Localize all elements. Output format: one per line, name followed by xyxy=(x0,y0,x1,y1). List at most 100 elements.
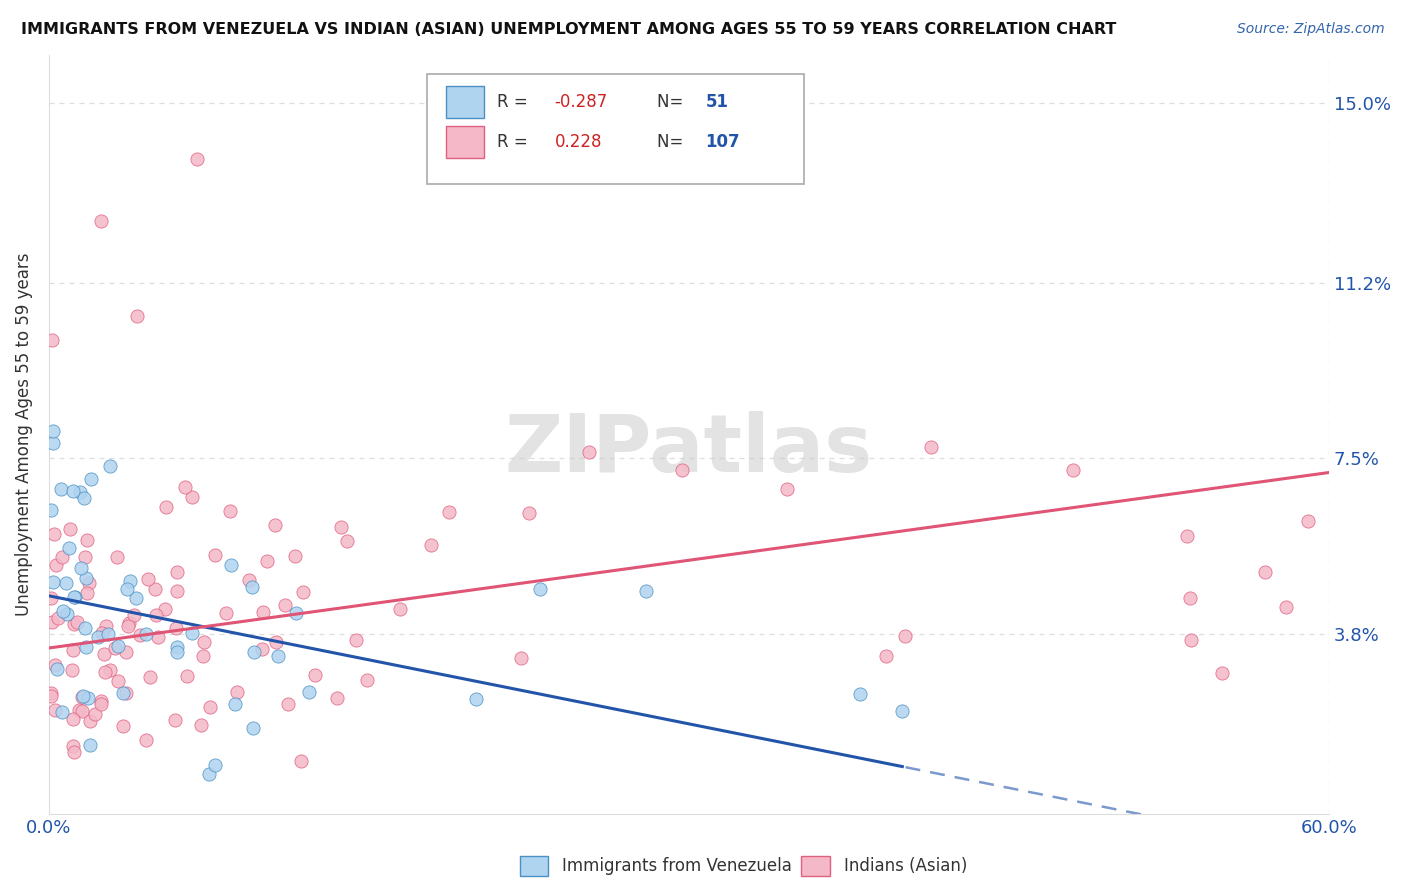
Point xyxy=(226,684,249,698)
Bar xyxy=(446,127,484,159)
Text: N=: N= xyxy=(657,134,689,152)
Point xyxy=(94,619,117,633)
Point xyxy=(63,617,86,632)
Point xyxy=(63,591,86,605)
Point xyxy=(73,622,96,636)
Point xyxy=(51,705,73,719)
Point xyxy=(198,700,221,714)
Point xyxy=(420,538,443,552)
Point xyxy=(219,504,242,518)
Point xyxy=(41,575,63,590)
Point xyxy=(252,606,274,620)
Point xyxy=(87,630,110,644)
Point xyxy=(42,527,65,541)
Point xyxy=(250,641,273,656)
Bar xyxy=(446,87,484,118)
Point xyxy=(42,435,65,450)
Point xyxy=(75,571,97,585)
Point xyxy=(45,663,67,677)
Point xyxy=(292,584,315,599)
Point xyxy=(135,627,157,641)
Point xyxy=(63,745,86,759)
Point xyxy=(122,608,145,623)
Point xyxy=(166,645,188,659)
Point xyxy=(891,704,914,718)
Text: 51: 51 xyxy=(706,93,728,112)
Point xyxy=(77,691,100,706)
Point xyxy=(273,598,295,612)
Point xyxy=(1211,665,1233,680)
Point xyxy=(671,462,693,476)
Point xyxy=(45,558,67,572)
Point xyxy=(193,635,215,649)
Point xyxy=(98,459,121,474)
FancyBboxPatch shape xyxy=(426,74,804,184)
Point xyxy=(267,648,290,663)
Point xyxy=(264,518,287,533)
Point xyxy=(70,561,93,575)
Point xyxy=(115,645,138,659)
Point xyxy=(55,576,77,591)
Point xyxy=(198,766,221,780)
Point xyxy=(155,602,177,616)
Point xyxy=(118,616,141,631)
Point xyxy=(66,615,89,629)
Text: ZIPatlas: ZIPatlas xyxy=(505,410,873,489)
Text: N=: N= xyxy=(657,93,689,112)
Point xyxy=(894,629,917,643)
Point xyxy=(437,505,460,519)
Point xyxy=(56,607,79,621)
Point xyxy=(238,574,260,588)
Point xyxy=(70,704,93,718)
Point xyxy=(284,606,307,620)
Point xyxy=(517,507,540,521)
Point xyxy=(62,483,84,498)
Point xyxy=(115,582,138,597)
Point xyxy=(62,643,84,657)
Point xyxy=(72,689,94,703)
Point xyxy=(90,698,112,712)
Point xyxy=(174,480,197,494)
Text: R =: R = xyxy=(496,134,533,152)
Point xyxy=(111,686,134,700)
Point xyxy=(97,627,120,641)
Point xyxy=(148,630,170,644)
Point xyxy=(42,424,65,438)
Point xyxy=(336,534,359,549)
Text: 107: 107 xyxy=(706,134,740,152)
Point xyxy=(186,153,208,167)
Point xyxy=(240,580,263,594)
Point xyxy=(214,606,236,620)
Point xyxy=(529,582,551,597)
Point xyxy=(204,548,226,562)
Point xyxy=(112,719,135,733)
Point xyxy=(63,590,86,604)
Point xyxy=(1296,514,1319,528)
Point xyxy=(304,668,326,682)
Point xyxy=(166,566,188,580)
Point xyxy=(41,333,63,347)
Point xyxy=(180,626,202,640)
Point xyxy=(181,491,204,505)
Point xyxy=(1275,600,1298,615)
Point xyxy=(139,670,162,684)
Point xyxy=(256,554,278,568)
Point xyxy=(93,647,115,661)
Point xyxy=(44,703,66,717)
Point xyxy=(94,665,117,679)
Point xyxy=(578,444,600,458)
Point xyxy=(51,482,73,496)
Point xyxy=(51,549,73,564)
Point xyxy=(1178,591,1201,606)
Point xyxy=(75,640,97,654)
Point xyxy=(46,611,69,625)
Point xyxy=(75,549,97,564)
Point xyxy=(166,584,188,599)
Point xyxy=(105,550,128,565)
Point xyxy=(91,626,114,640)
Text: Immigrants from Venezuela: Immigrants from Venezuela xyxy=(562,857,792,875)
Point xyxy=(125,591,148,605)
Text: -0.287: -0.287 xyxy=(554,93,607,112)
Point xyxy=(464,692,486,706)
Point xyxy=(242,645,264,659)
